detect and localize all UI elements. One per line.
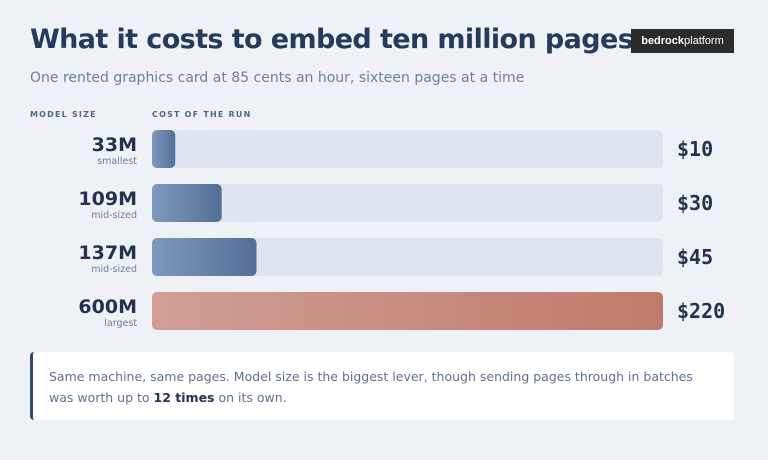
model-size-column-header: MODEL SIZE [30,110,97,119]
cost-bar [152,238,257,276]
logo-bold-text: bedrock [641,35,685,47]
model-size-label: 600M [78,296,137,318]
model-size-note: mid-sized [91,264,137,275]
callout-emphasis: 12 times [153,390,215,405]
brand-logo: bedrock platform [631,29,734,53]
model-size-note: largest [104,318,137,329]
cost-value-label: $10 [677,137,713,161]
bar-track [152,238,663,276]
bar-track [152,130,663,168]
callout-text-start: Same machine, same pages. Model size is … [49,369,693,405]
model-size-note: smallest [97,156,137,167]
insight-callout: Same machine, same pages. Model size is … [30,352,734,420]
cost-bar [152,292,663,330]
model-size-label: 33M [92,134,137,156]
page-title: What it costs to embed ten million pages [30,24,634,55]
callout-text-end: on its own. [214,390,287,405]
cost-value-label: $30 [677,191,713,215]
cost-bar [152,130,176,168]
bar-track [152,184,663,222]
cost-bar-chart: 33Msmallest$10109Mmid-sized$30137Mmid-si… [78,130,725,330]
model-size-label: 137M [78,242,137,264]
model-size-note: mid-sized [91,210,137,221]
cost-bar [152,184,222,222]
logo-light-text: platform [684,35,724,47]
cost-column-header: COST OF THE RUN [152,110,252,119]
cost-value-label: $220 [677,299,725,323]
page-subtitle: One rented graphics card at 85 cents an … [30,70,525,86]
cost-value-label: $45 [677,245,713,269]
model-size-label: 109M [78,188,137,210]
